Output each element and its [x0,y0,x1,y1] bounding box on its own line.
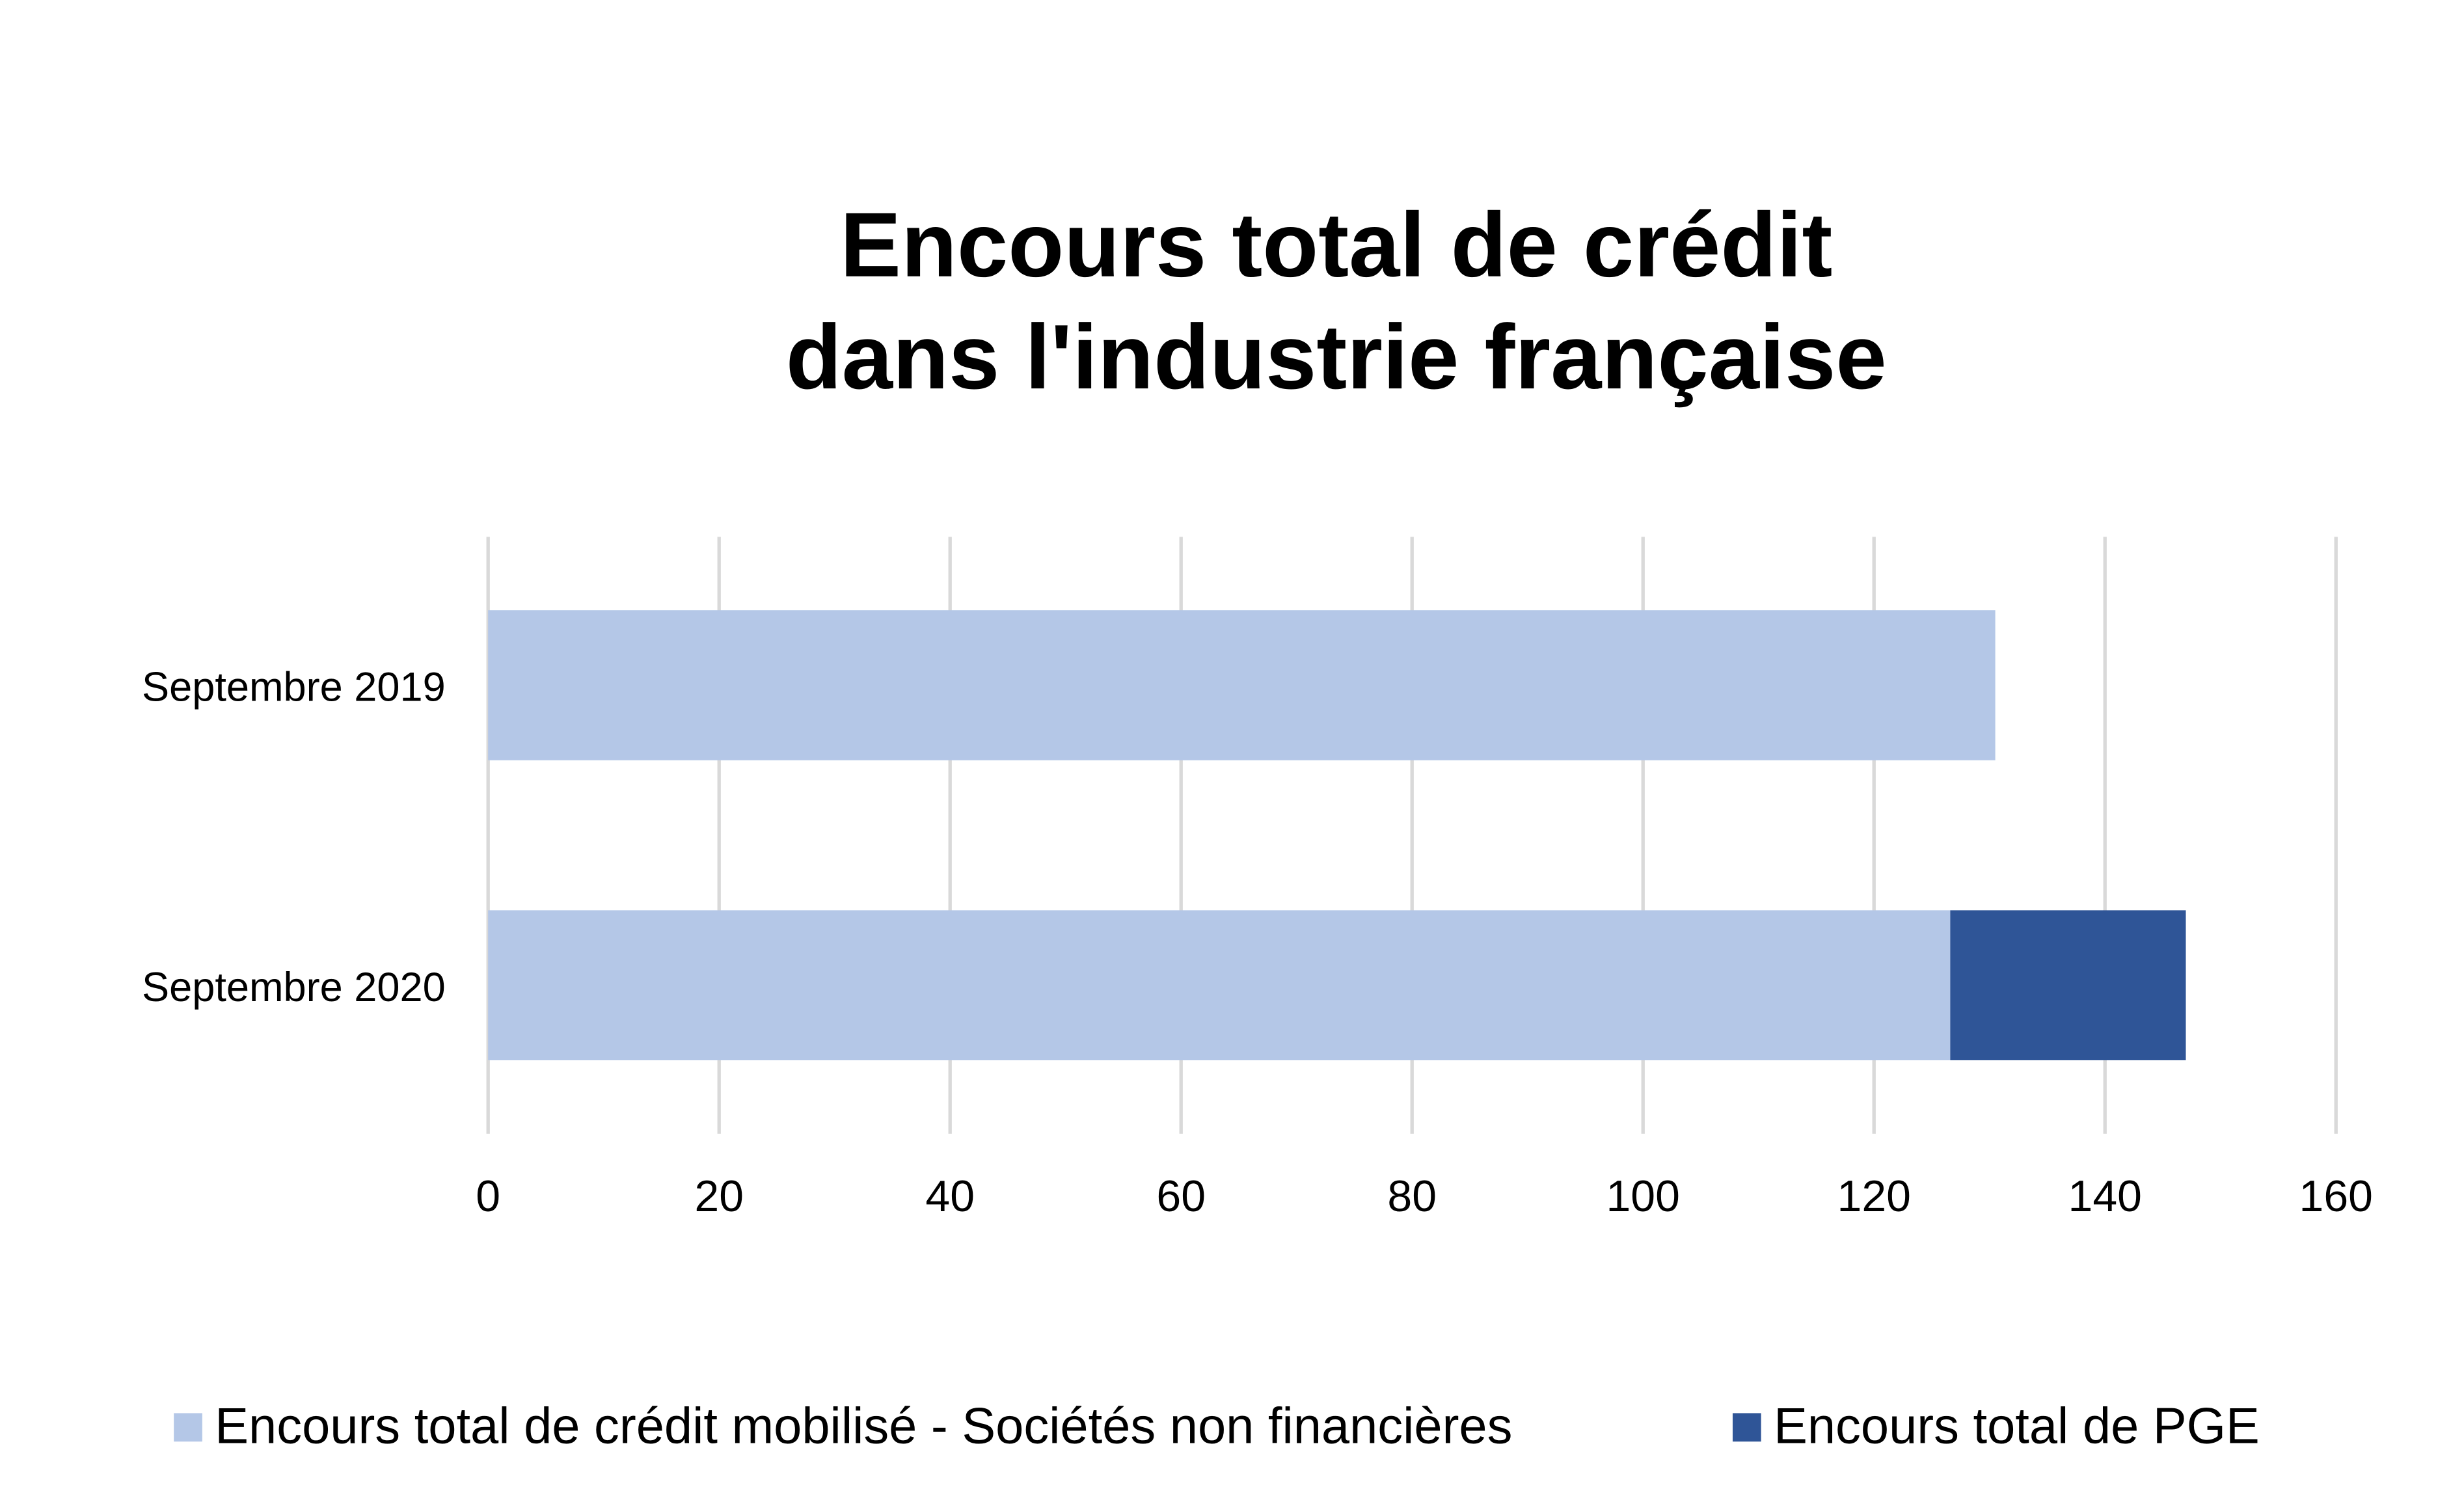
x-tick-label: 80 [1387,1172,1437,1221]
x-tick-label: 20 [694,1172,744,1221]
category-label: Septembre 2020 [142,965,446,1010]
x-tick-label: 120 [1837,1172,1911,1221]
category-labels: Septembre 2019 Septembre 2020 [142,665,446,1010]
legend: Encours total de crédit mobilisé - Socié… [174,1399,2260,1454]
legend-label-credit: Encours total de crédit mobilisé - Socié… [215,1399,1512,1454]
legend-label-pge: Encours total de PGE [1774,1399,2260,1454]
chart-title-line-2: dans l'industrie française [786,306,1887,408]
legend-swatch-credit [174,1413,202,1442]
bar-pge [1950,910,2186,1060]
x-tick-label: 0 [476,1172,500,1221]
x-tick-label: 140 [2068,1172,2142,1221]
bar-credit [488,610,1996,760]
bar-credit [488,910,1951,1060]
chart-title-line-1: Encours total de crédit [840,194,1832,296]
x-tick-label: 100 [1606,1172,1680,1221]
category-label: Septembre 2019 [142,665,446,710]
x-tick-label: 160 [2299,1172,2373,1221]
bars [488,610,2186,1060]
x-tick-label: 60 [1156,1172,1206,1221]
legend-swatch-pge [1732,1413,1761,1442]
x-tick-labels: 0 20 40 60 80 100 120 140 160 [476,1172,2373,1221]
x-tick-label: 40 [925,1172,975,1221]
